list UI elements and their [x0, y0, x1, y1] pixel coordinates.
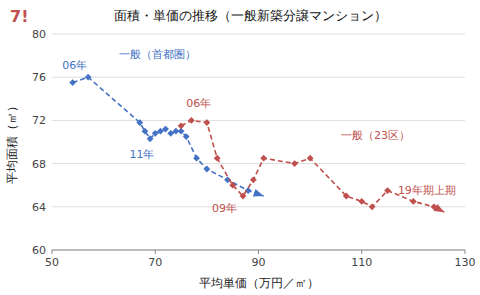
grid-line — [52, 77, 465, 78]
marker — [229, 182, 236, 189]
arrow-head — [434, 204, 445, 212]
marker — [147, 135, 154, 142]
plot-area — [69, 74, 444, 212]
marker — [260, 155, 267, 162]
x-tick — [52, 250, 53, 254]
series — [69, 74, 263, 197]
grid-line — [52, 206, 465, 207]
marker — [142, 128, 149, 135]
annotation: 11年 — [129, 148, 154, 161]
y-tick-label: 64 — [32, 201, 46, 214]
annotation: 19年期上期 — [398, 184, 456, 197]
x-tick — [465, 250, 466, 254]
annotation: 06年 — [62, 59, 87, 72]
marker — [193, 155, 200, 162]
marker — [410, 198, 417, 205]
marker — [203, 166, 210, 173]
x-tick — [155, 250, 156, 254]
marker — [240, 193, 247, 200]
marker — [250, 176, 257, 183]
chart: 60 64 68 72 76 80 50 70 90 110 130 平均単価（万円／㎡） 平均面積（㎡… — [0, 0, 480, 295]
marker — [162, 126, 169, 133]
arrow-head — [253, 189, 264, 197]
y-tick-label: 80 — [32, 28, 46, 41]
x-tick-label: 90 — [252, 256, 266, 269]
marker — [307, 155, 314, 162]
marker — [69, 79, 76, 86]
grid — [52, 34, 465, 250]
annotation: 09年 — [212, 202, 237, 215]
series-line — [73, 77, 264, 196]
marker — [85, 74, 92, 81]
x-tick — [258, 250, 259, 254]
y-tick-label: 68 — [32, 158, 46, 171]
series-line — [181, 120, 444, 212]
annotations: 06年 一般（首都圏） 11年 06年 09年 一般（23区） 19年期上期 — [62, 48, 456, 215]
marker — [358, 198, 365, 205]
marker — [369, 203, 376, 210]
marker — [178, 122, 185, 129]
x-tick-label: 110 — [351, 256, 372, 269]
grid-line — [52, 120, 465, 121]
title: 面積・単価の推移（一般新築分譲マンション） — [114, 8, 387, 23]
annotation: 一般（23区） — [341, 129, 410, 142]
y-tick-label: 76 — [32, 71, 46, 84]
grid-line — [52, 34, 465, 35]
marker — [214, 155, 221, 162]
x-tick-label: 50 — [45, 256, 59, 269]
series — [178, 117, 445, 212]
x-tick-label: 70 — [148, 256, 162, 269]
marker — [343, 193, 350, 200]
marker — [203, 119, 210, 126]
marker — [136, 119, 143, 126]
x-axis-label: 平均単価（万円／㎡） — [199, 276, 319, 290]
annotation: 06年 — [186, 97, 211, 110]
grid-line — [52, 163, 465, 164]
x-tick — [361, 250, 362, 254]
annotation: 一般（首都圏） — [119, 48, 196, 61]
marker — [183, 133, 190, 140]
marker — [291, 160, 298, 167]
y-tick-label: 60 — [32, 244, 46, 257]
marker — [188, 117, 195, 124]
y-tick-label: 72 — [32, 114, 46, 127]
x-tick-label: 130 — [455, 256, 476, 269]
marker — [384, 187, 391, 194]
logo: 7! — [10, 7, 28, 26]
y-axis-label: 平均面積（㎡） — [5, 100, 19, 184]
